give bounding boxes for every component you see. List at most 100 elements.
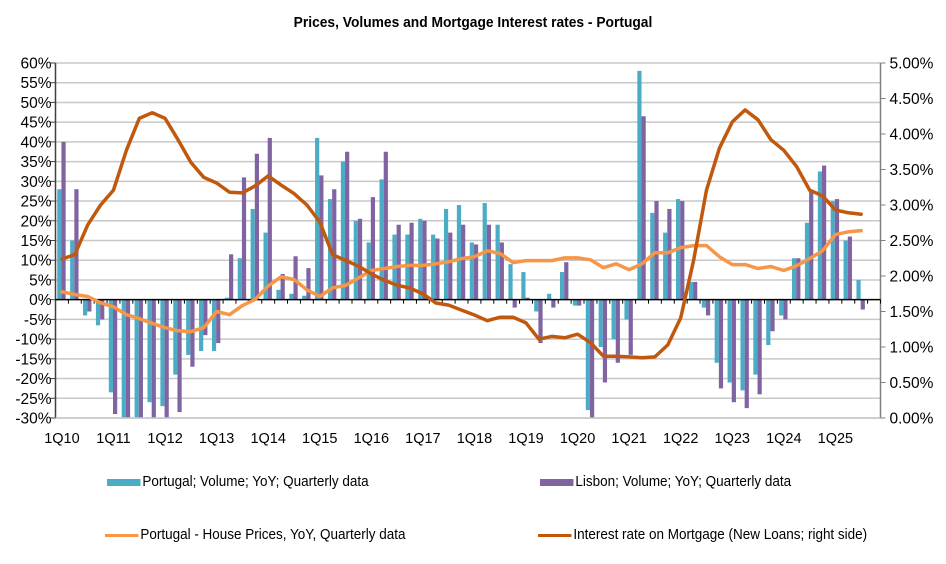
y-right-tick-label: 4.50% <box>890 91 934 108</box>
bar-portugal-volume <box>598 299 603 347</box>
legend-label-interest-rate: Interest rate on Mortgage (New Loans; ri… <box>573 527 868 543</box>
y-left-tick-label: 10% <box>20 253 51 270</box>
bar-lisbon-volume <box>177 299 182 413</box>
bar-lisbon-volume <box>744 299 749 409</box>
y-right-tick-label: 3.50% <box>890 162 934 179</box>
bar-lisbon-volume <box>486 224 492 300</box>
bar-portugal-volume <box>160 299 165 407</box>
bar-lisbon-volume <box>821 165 827 300</box>
bar-lisbon-volume <box>74 189 79 300</box>
y-right-tick-label: 0.00% <box>890 411 934 428</box>
y-left-tick-label: -15% <box>15 351 51 368</box>
bar-portugal-volume <box>443 208 449 300</box>
bar-portugal-volume <box>108 299 114 393</box>
legend-item-interest-rate[interactable]: Interest rate on Mortgage (New Loans; ri… <box>538 527 867 543</box>
y-left-tick-label: -5% <box>24 312 52 329</box>
legend-swatch-interest-rate <box>538 533 572 537</box>
bar-lisbon-volume <box>332 189 337 300</box>
bar-portugal-volume <box>289 293 294 300</box>
y-left-tick-label: 55% <box>20 75 51 92</box>
bar-lisbon-volume <box>319 175 324 300</box>
y-left-tick-label: -30% <box>15 411 51 428</box>
bar-portugal-volume <box>276 289 281 300</box>
bar-lisbon-volume <box>512 299 517 308</box>
legend-item-portugal-volume[interactable]: Portugal; Volume; YoY; Quarterly data <box>107 474 369 490</box>
bar-lisbon-volume <box>770 299 775 332</box>
x-tick-label: 1Q12 <box>147 431 182 447</box>
bar-lisbon-volume <box>409 222 414 300</box>
y-left-tick-label: 20% <box>20 213 51 230</box>
bar-portugal-volume <box>714 299 719 363</box>
x-tick-label: 1Q11 <box>96 431 130 447</box>
bar-portugal-volume <box>379 179 384 300</box>
bar-portugal-volume <box>701 299 706 308</box>
bar-portugal-volume <box>340 161 346 300</box>
bar-portugal-volume <box>792 258 797 300</box>
bar-lisbon-volume <box>306 268 311 300</box>
bar-portugal-volume <box>843 240 848 300</box>
bar-portugal-volume <box>688 281 694 300</box>
bar-lisbon-volume <box>860 299 865 310</box>
y-left-tick-label: 60% <box>20 56 51 73</box>
line-house-prices <box>60 228 863 334</box>
x-tick-label: 1Q15 <box>302 431 337 447</box>
chart-canvas: 60% 55% 50% 45% 40% 35% 30% 25% 20% 15% 10% 5% 0% -5%… <box>15 56 934 448</box>
x-tick-label: 1Q23 <box>715 431 750 447</box>
y-left-tick-label: 45% <box>20 115 51 132</box>
bar-portugal-volume <box>572 299 578 306</box>
bar-portugal-volume <box>521 272 526 300</box>
bar-lisbon-volume <box>229 254 234 300</box>
x-tick-label: 1Q20 <box>560 431 595 447</box>
bar-lisbon-volume <box>396 224 401 300</box>
y-left-tick-label: 0% <box>29 292 52 309</box>
bar-lisbon-volume <box>138 299 143 418</box>
x-tick-label: 1Q17 <box>405 431 440 447</box>
y-left-tick-label: 40% <box>20 134 51 151</box>
bar-portugal-volume <box>779 299 784 316</box>
bar-portugal-volume <box>508 264 513 300</box>
y-left-tick-label: 30% <box>20 174 51 191</box>
bar-portugal-volume <box>856 279 861 300</box>
bar-lisbon-volume <box>125 299 131 418</box>
bar-lisbon-volume <box>280 274 285 300</box>
bar-portugal-volume <box>624 299 629 320</box>
bar-lisbon-volume <box>357 218 363 300</box>
bar-lisbon-volume <box>705 299 711 316</box>
y-left-tick-label: 15% <box>20 233 51 250</box>
bar-lisbon-volume <box>564 262 569 300</box>
y-left-tick-label: -20% <box>15 371 51 388</box>
legend-swatch-lisbon-volume <box>540 478 574 486</box>
bar-portugal-volume <box>263 232 268 300</box>
bar-lisbon-volume <box>615 299 620 363</box>
y-right-tick-label: 4.00% <box>890 127 934 144</box>
line-interest-rate <box>60 108 863 360</box>
x-tick-label: 1Q19 <box>508 431 543 447</box>
bar-portugal-volume <box>469 242 474 300</box>
bar-lisbon-volume <box>345 151 350 300</box>
legend-item-lisbon-volume[interactable]: Lisbon; Volume; YoY; Quarterly data <box>540 474 791 490</box>
y-left-tick-label: -25% <box>15 391 51 408</box>
bar-lisbon-volume <box>190 299 195 367</box>
bar-lisbon-volume <box>783 299 788 320</box>
bar-portugal-volume <box>611 299 616 340</box>
bar-portugal-volume <box>121 299 126 418</box>
bar-lisbon-volume <box>731 299 736 403</box>
x-tick-label: 1Q14 <box>250 431 285 447</box>
bar-lisbon-volume <box>499 242 504 300</box>
bar-portugal-volume <box>95 299 101 326</box>
bar-portugal-volume <box>740 299 745 391</box>
bar-portugal-volume <box>559 272 565 300</box>
bar-lisbon-volume <box>267 137 272 300</box>
bar-lisbon-volume <box>216 299 221 344</box>
bar-lisbon-volume <box>164 299 169 418</box>
y-right-tick-label: 1.00% <box>890 340 934 357</box>
bar-lisbon-volume <box>203 299 208 336</box>
bar-lisbon-volume <box>151 299 156 418</box>
bar-portugal-volume <box>456 205 462 300</box>
bar-portugal-volume <box>199 299 204 351</box>
bar-portugal-volume <box>83 299 88 316</box>
legend-swatch-house-prices <box>105 533 139 537</box>
legend-item-house-prices[interactable]: Portugal - House Prices, YoY, Quarterly … <box>105 527 405 543</box>
bar-portugal-volume <box>637 70 642 300</box>
bar-lisbon-volume <box>551 299 556 308</box>
